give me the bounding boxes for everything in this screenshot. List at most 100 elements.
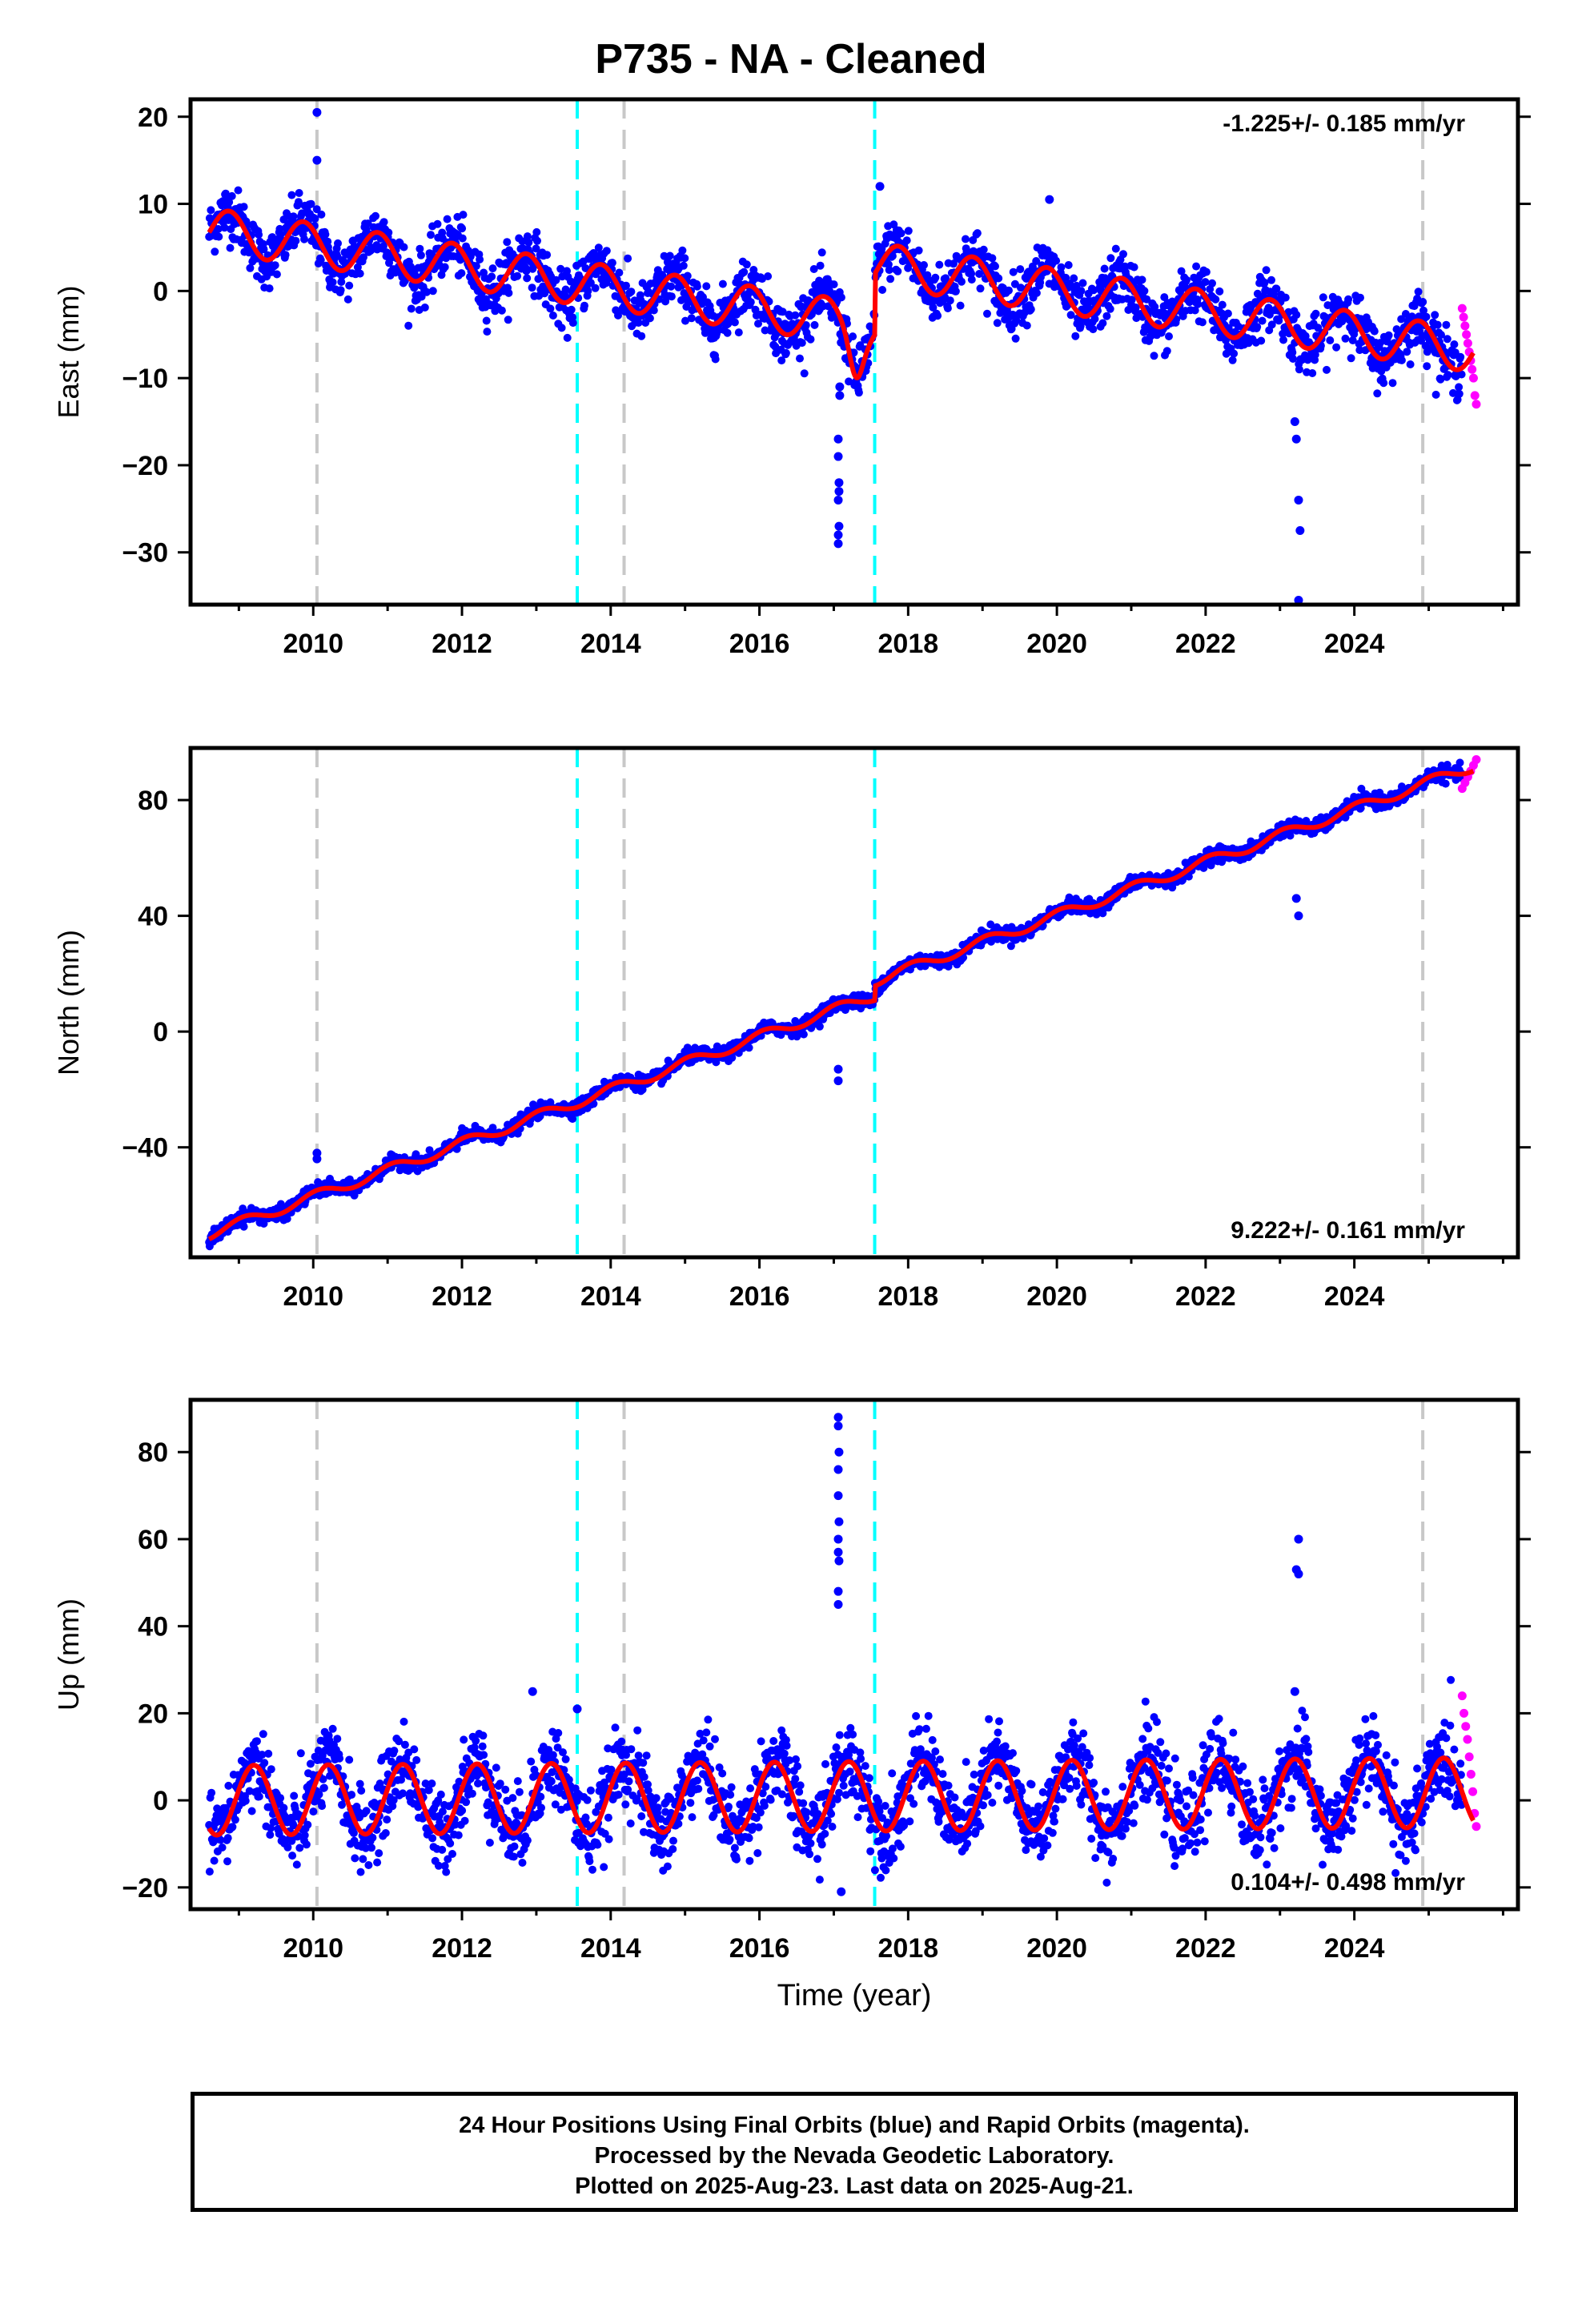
final-point [791, 311, 800, 320]
final-point [829, 280, 838, 289]
final-point [265, 284, 274, 293]
final-point [316, 255, 325, 264]
final-point [458, 224, 467, 233]
final-point [448, 1850, 456, 1858]
final-point [312, 205, 321, 214]
final-point [459, 211, 468, 219]
final-point [1062, 273, 1070, 282]
final-point [317, 210, 326, 219]
final-point [428, 1834, 437, 1843]
final-point [837, 293, 845, 302]
final-point [295, 189, 303, 197]
final-point [371, 211, 379, 220]
final-point [400, 1717, 408, 1726]
final-point [488, 272, 496, 281]
final-point [255, 1792, 263, 1801]
final-point [351, 1854, 359, 1863]
final-point [886, 275, 895, 283]
final-point [718, 279, 727, 288]
final-point [375, 1849, 383, 1858]
final-point [223, 1834, 232, 1843]
final-point [438, 1845, 447, 1854]
final-point [214, 225, 223, 233]
final-point [723, 328, 732, 337]
final-point [660, 251, 669, 260]
final-point [271, 261, 279, 270]
final-point [658, 271, 667, 280]
final-point [373, 1858, 382, 1867]
final-point [420, 304, 429, 312]
final-point [281, 251, 290, 259]
final-point [225, 198, 234, 207]
final-point [272, 270, 281, 279]
final-point [253, 1737, 261, 1746]
final-point [246, 263, 255, 272]
final-point [1009, 267, 1018, 276]
final-point [228, 1823, 237, 1831]
final-point [634, 319, 643, 327]
final-point [935, 260, 944, 269]
final-point [438, 228, 447, 237]
final-point [362, 1807, 371, 1815]
final-point [290, 1791, 299, 1800]
final-point [624, 254, 632, 263]
final-point [1070, 274, 1078, 283]
final-point [934, 312, 942, 320]
final-point [296, 1749, 305, 1758]
final-point [1032, 288, 1041, 297]
final-point [328, 278, 337, 287]
final-point [567, 305, 576, 314]
final-point [276, 230, 285, 239]
final-point [608, 259, 616, 267]
final-point [472, 262, 480, 271]
final-point [993, 319, 1002, 328]
final-point [528, 283, 536, 292]
final-point [967, 275, 976, 284]
final-point [543, 251, 552, 259]
final-point [345, 1755, 354, 1764]
final-point [289, 212, 298, 221]
final-point [211, 247, 219, 256]
final-point [291, 236, 300, 245]
final-point [914, 246, 923, 255]
final-point [215, 232, 223, 241]
final-point [552, 275, 560, 284]
final-point [730, 318, 739, 327]
final-point [288, 1852, 297, 1860]
final-point [428, 287, 437, 296]
final-point [410, 1745, 419, 1754]
final-point [1071, 332, 1080, 340]
final-point [976, 284, 985, 293]
final-point [523, 274, 532, 283]
final-point [423, 287, 431, 296]
final-point [1016, 265, 1025, 274]
final-point [255, 231, 263, 239]
final-point [615, 268, 624, 277]
final-point [482, 316, 491, 325]
final-point [975, 270, 984, 278]
final-point [532, 244, 540, 253]
final-point [1011, 334, 1020, 343]
final-point [488, 264, 497, 273]
final-point [594, 243, 603, 252]
final-point [379, 242, 387, 251]
final-point [205, 1868, 214, 1876]
final-point [337, 278, 346, 286]
final-point [586, 279, 595, 287]
final-point [328, 1724, 337, 1733]
final-point [364, 1861, 373, 1869]
final-point [637, 332, 646, 340]
final-point [522, 267, 531, 275]
final-point [412, 1755, 421, 1764]
final-point [359, 253, 367, 262]
final-point [503, 238, 512, 247]
final-point [532, 227, 541, 236]
final-point [740, 267, 749, 276]
final-point [334, 239, 342, 247]
final-point [591, 283, 600, 292]
final-point [801, 321, 810, 329]
final-point [523, 232, 532, 241]
final-point [446, 1839, 455, 1848]
final-point [969, 235, 978, 244]
final-point [817, 248, 826, 257]
